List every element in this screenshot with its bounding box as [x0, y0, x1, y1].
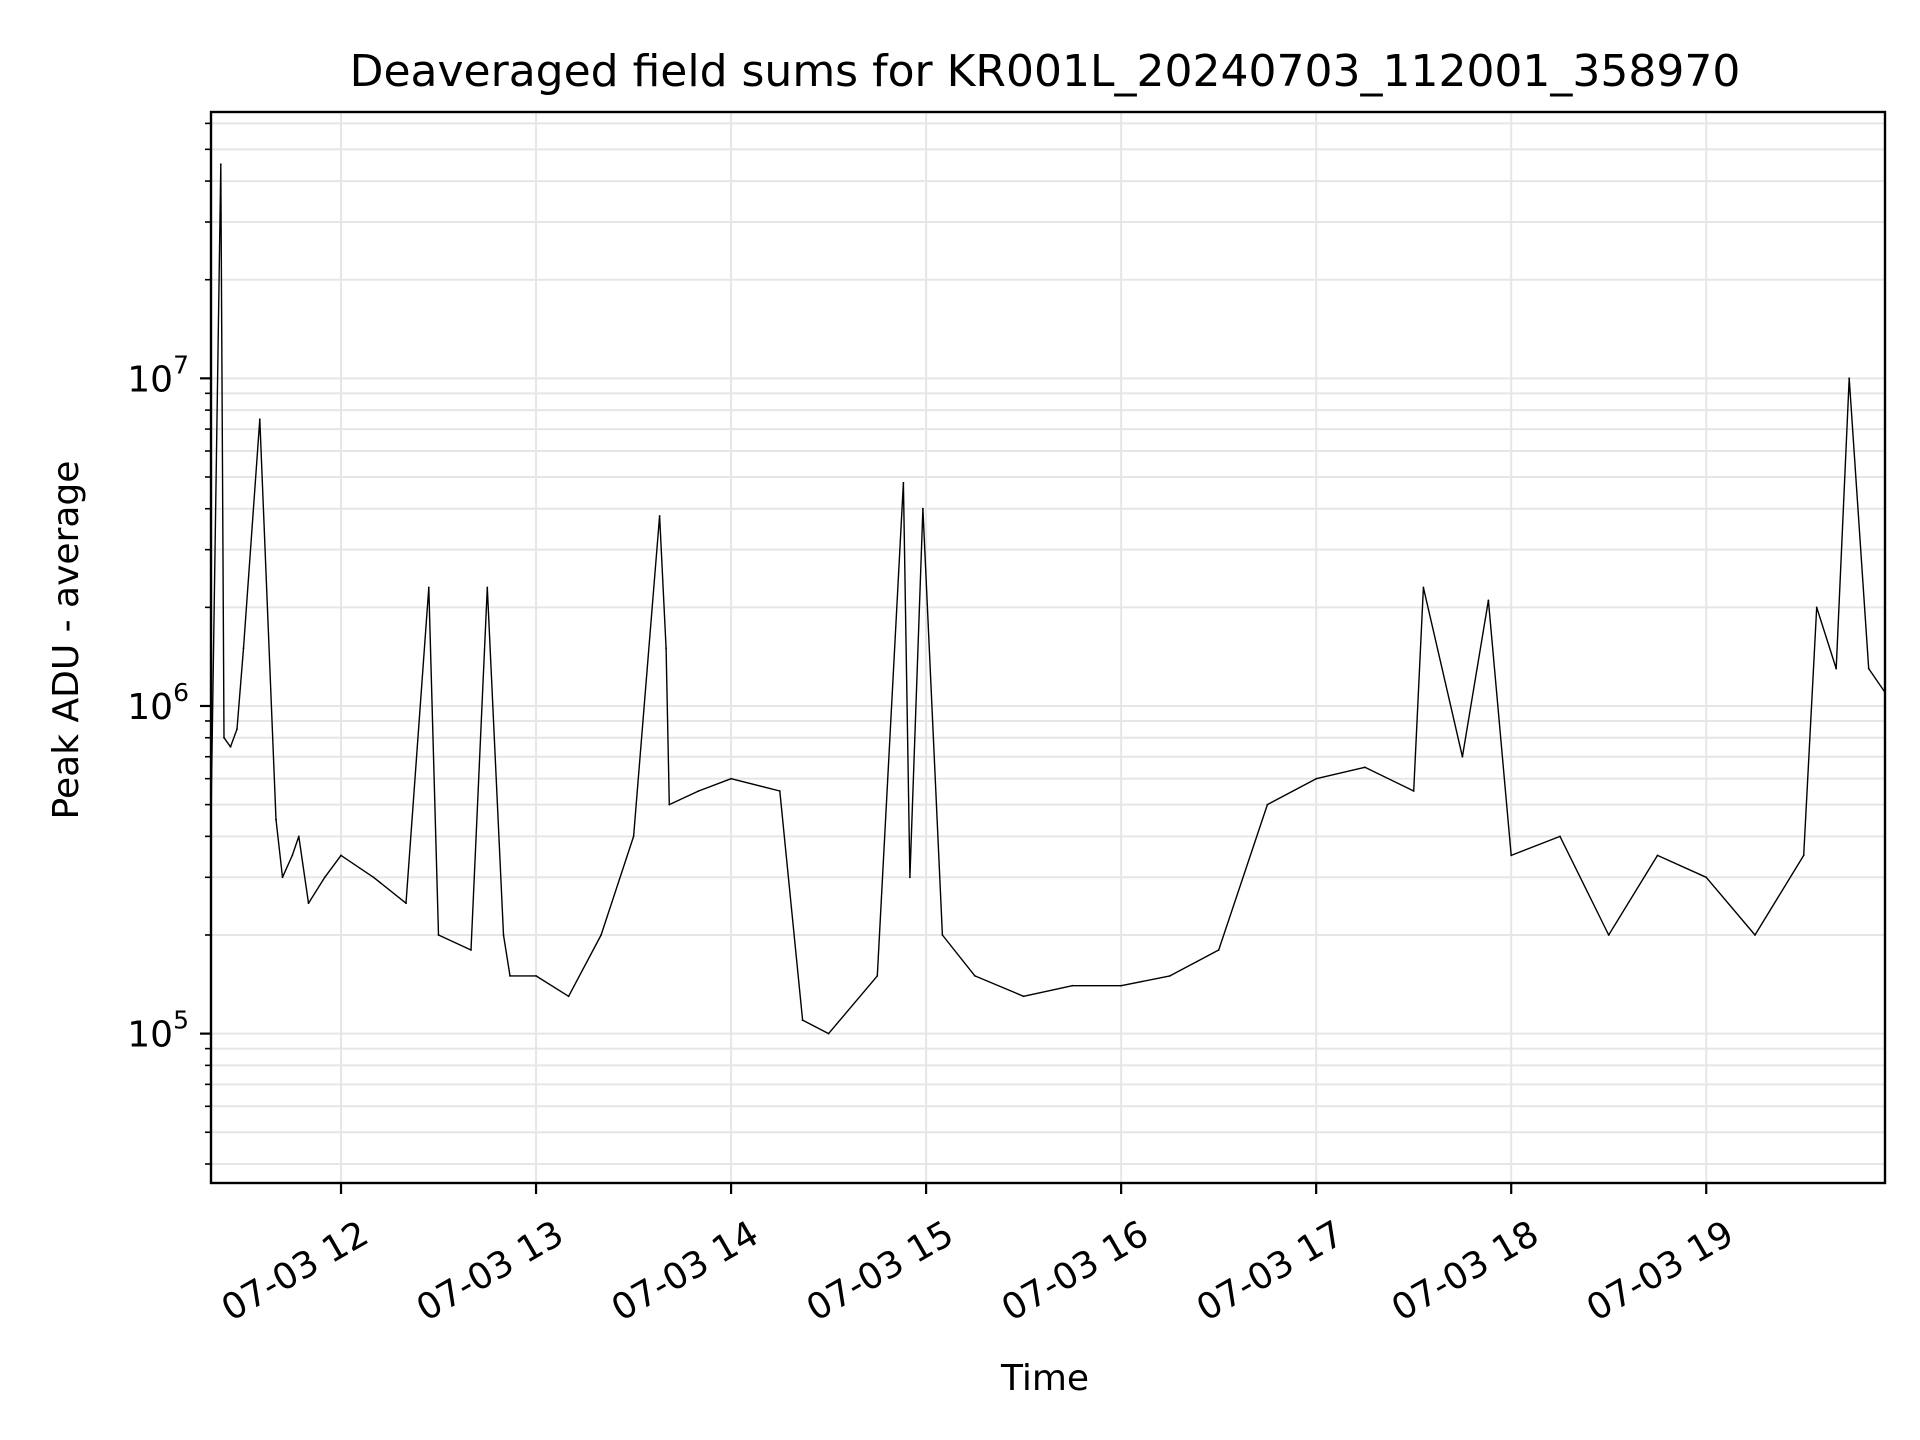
- data-point: [229, 746, 232, 748]
- data-point: [876, 975, 879, 977]
- data-point: [340, 854, 342, 857]
- data-point: [372, 876, 375, 879]
- data-point: [801, 1019, 804, 1021]
- data-point: [658, 515, 661, 517]
- data-point: [502, 934, 505, 936]
- data-point: [1487, 599, 1490, 602]
- data-point: [437, 934, 440, 936]
- data-point: [1607, 934, 1610, 936]
- data-point: [902, 481, 905, 484]
- y-tick-label: 106: [127, 678, 189, 728]
- data-point: [509, 975, 511, 977]
- data-point: [778, 790, 781, 792]
- data-point: [941, 934, 944, 936]
- y-tick-base: 10: [127, 1015, 173, 1056]
- chart-title: Deaveraged field sums for KR001L_2024070…: [350, 46, 1741, 97]
- y-tick-exponent: 7: [173, 350, 189, 379]
- data-point: [1412, 790, 1415, 792]
- y-tick-base: 10: [127, 359, 173, 400]
- data-point: [486, 586, 489, 589]
- data-point: [405, 902, 407, 905]
- data-point: [1815, 606, 1818, 609]
- data-point: [632, 835, 635, 838]
- y-axis-label: Peak ADU - average: [46, 461, 87, 820]
- data-point: [470, 949, 472, 951]
- data-point: [1656, 854, 1659, 857]
- tick-marks: [200, 122, 1708, 1194]
- data-point: [223, 736, 225, 739]
- data-point: [1422, 586, 1425, 589]
- data-point: [427, 586, 430, 589]
- data-point: [1364, 766, 1366, 769]
- data-point: [1266, 803, 1269, 806]
- data-point: [1022, 995, 1025, 998]
- x-axis-label: Time: [1000, 1358, 1089, 1399]
- data-point: [1510, 854, 1513, 857]
- series-line-0: [210, 163, 1886, 1035]
- data-point: [665, 647, 667, 650]
- data-point: [1867, 667, 1870, 670]
- data-point: [535, 975, 537, 977]
- data-point: [974, 975, 976, 977]
- data-point: [1848, 377, 1851, 380]
- data-point: [1835, 667, 1838, 670]
- data-point: [600, 934, 602, 936]
- data-point: [567, 995, 570, 998]
- y-tick-label: 105: [127, 1006, 189, 1056]
- y-tick-exponent: 6: [173, 678, 189, 707]
- data-point: [1071, 984, 1074, 987]
- data-point: [827, 1032, 830, 1035]
- y-tick-label: 107: [127, 350, 189, 400]
- axes-frame: [209, 110, 1887, 1185]
- data-point: [909, 876, 911, 879]
- data-point: [922, 507, 924, 510]
- data-point: [1120, 984, 1122, 987]
- data-point: [297, 835, 300, 838]
- data-point: [1169, 975, 1171, 977]
- y-tick-exponent: 5: [173, 1006, 189, 1035]
- data-point: [730, 777, 732, 780]
- data-point: [258, 418, 261, 421]
- y-tick-base: 10: [127, 687, 173, 728]
- data-point: [323, 876, 326, 879]
- grid-lines: [211, 112, 1885, 1183]
- data-point: [275, 818, 277, 821]
- data-point: [1217, 949, 1220, 951]
- data-point: [1559, 835, 1561, 838]
- data-point: [1705, 876, 1708, 879]
- data-point: [242, 647, 245, 650]
- data-point: [1461, 755, 1464, 758]
- data-point: [291, 854, 294, 857]
- data-point: [697, 790, 700, 792]
- data-point: [1315, 777, 1318, 780]
- data-point: [1754, 934, 1756, 936]
- data-point: [236, 728, 238, 730]
- data-point: [1802, 854, 1805, 857]
- data-point: [219, 163, 222, 166]
- data-point: [281, 876, 284, 879]
- data-point: [668, 803, 671, 806]
- data-point: [307, 902, 310, 905]
